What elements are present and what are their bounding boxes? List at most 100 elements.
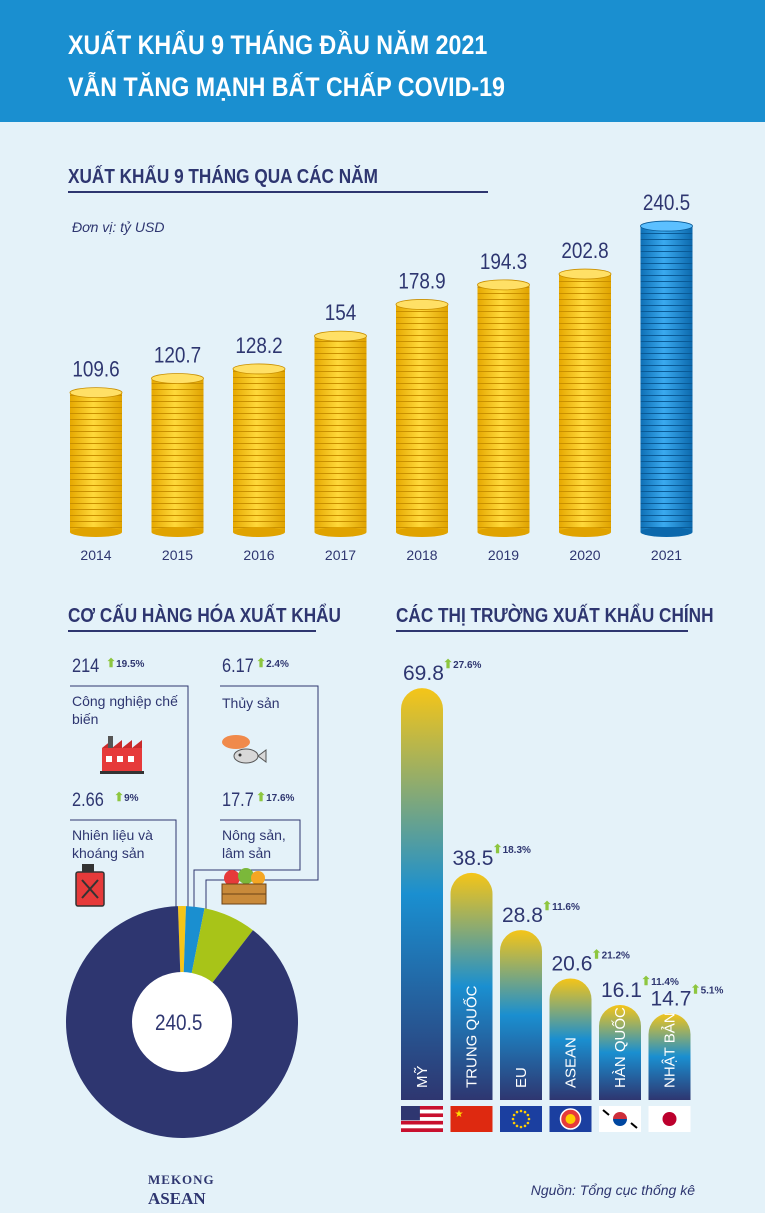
bar-2021 [640,220,693,537]
market-bar: TRUNG QUỐC [450,872,493,1100]
eu-flag-icon [500,1106,542,1132]
bar-category-label: 2020 [569,547,600,563]
section-title-structure: CƠ CẤU HÀNG HÓA XUẤT KHẨU [68,605,341,627]
slice-change-value: 9% [124,793,139,804]
slice-change: ⬆2.4% [256,656,289,670]
bar-category-label: 2019 [488,547,519,563]
donut-leader-lines [70,685,319,912]
donut-center [132,972,232,1072]
svg-text:★: ★ [455,1109,464,1120]
market-bar: ASEAN [549,978,592,1100]
bar-value-label: 120.7 [154,343,201,368]
bar-value-label: 194.3 [480,250,527,275]
logo-line1: MEKONG [148,1172,215,1187]
us-flag-icon [401,1106,443,1132]
market-change-label: ⬆11.4% [641,974,679,988]
market-bar: HÀN QUỐC [599,1005,641,1100]
asean-flag-icon [549,1106,592,1132]
slice-change: ⬆17.6% [256,790,294,804]
bar-value-label: 240.5 [643,191,690,216]
bar-value-label: 128.2 [235,334,282,359]
market-value-label: 69.8 [403,662,444,685]
bar-2014 [69,387,123,537]
market-change-label: ⬆5.1% [691,982,724,996]
up-arrow-icon: ⬆ [256,790,267,804]
market-bar: MỸ [401,688,443,1100]
market-value-label: 20.6 [552,952,593,975]
section-rule-yearly [68,191,488,193]
section-rule-structure [68,630,316,632]
slice-category-processing: Công nghiệp chế biến [72,693,178,727]
bar-category-label: 2021 [651,547,682,563]
slice-category-agri: Nông sản, lâm sản [222,827,286,861]
slice-change-value: 19.5% [116,659,145,670]
bar-2020 [558,268,612,537]
market-value-label: 38.5 [453,847,494,870]
bar-value-label: 109.6 [72,357,119,382]
bar-2019 [477,279,530,537]
unit-label: Đơn vị: tỷ USD [72,219,165,235]
logo-line2: ASEAN [148,1189,206,1208]
market-change-label: ⬆27.6% [443,657,482,671]
donut-slice [177,906,186,1022]
china-flag-icon: ★ [450,1106,493,1132]
korea-flag-icon [599,1106,641,1132]
market-category-label: MỸ [414,1066,431,1089]
donut-total: 240.5 [155,1010,203,1035]
market-bar: EU [500,930,542,1100]
market-value-label: 14.7 [651,987,692,1010]
bar-2017 [314,330,367,537]
bar-2018 [395,299,449,537]
bar-category-label: 2018 [406,547,437,563]
market-value-label: 16.1 [601,979,642,1002]
market-change-label: ⬆21.2% [592,947,631,961]
slice-value: 6.17 [222,656,254,677]
slice-change: ⬆19.5% [106,656,144,670]
slice-category-seafood: Thủy sản [222,695,280,711]
main-title-line2: VẪN TĂNG MẠNH BẤT CHẤP COVID-19 [68,72,505,102]
header-banner: XUẤT KHẨU 9 THÁNG ĐẦU NĂM 2021 VẪN TĂNG … [0,0,765,122]
up-arrow-icon: ⬆ [106,656,117,670]
main-title-line1: XUẤT KHẨU 9 THÁNG ĐẦU NĂM 2021 [68,30,488,60]
slice-value: 214 [72,656,100,677]
slice-change-value: 2.4% [266,659,289,670]
market-change-label: ⬆11.6% [542,899,580,913]
market-category-label: NHẬT BẢN [662,1012,679,1088]
up-arrow-icon: ⬆ [256,656,267,670]
market-value-label: 28.8 [502,904,543,927]
market-category-label: EU [513,1067,530,1088]
slice-label-agri: 17.7 ⬆17.6% [222,790,294,812]
bar-value-label: 202.8 [561,239,608,264]
market-category-label: ASEAN [563,1037,580,1088]
bar-category-label: 2016 [243,547,274,563]
up-arrow-icon: ⬆ [114,790,125,804]
source-note: Nguồn: Tổng cục thống kê [530,1182,695,1198]
section-rule-markets [396,630,688,632]
bar-value-label: 178.9 [398,269,445,294]
slice-value: 17.7 [222,790,254,811]
market-category-label: HÀN QUỐC [611,1007,629,1088]
market-change-label: ⬆18.3% [493,842,532,856]
bar-category-label: 2015 [162,547,193,563]
japan-flag-icon [648,1106,691,1132]
slice-label-processing: 214 ⬆19.5% [72,656,144,678]
section-title-yearly: XUẤT KHẨU 9 THÁNG QUA CÁC NĂM [68,166,378,188]
bar-2016 [232,363,286,537]
mekong-asean-logo: MEKONG ASEAN [148,1170,215,1208]
slice-label-seafood: 6.17 ⬆2.4% [222,656,289,678]
slice-change: ⬆9% [114,790,139,804]
slice-category-fuel: Nhiên liệu và khoáng sản [72,827,153,861]
slice-label-fuel: 2.66 ⬆9% [72,790,139,812]
yearly-export-chart: 109.6 2014 120.7 2015 128.2 2016 154 2017 178.9 2… [69,191,693,563]
bar-category-label: 2017 [325,547,356,563]
market-bar: NHẬT BẢN [648,1012,691,1100]
bar-value-label: 154 [325,301,357,326]
slice-value: 2.66 [72,790,104,811]
slice-change-value: 17.6% [266,793,295,804]
section-title-markets: CÁC THỊ TRƯỜNG XUẤT KHẨU CHÍNH [396,605,714,627]
market-category-label: TRUNG QUỐC [463,985,481,1088]
bar-category-label: 2014 [80,547,111,563]
bar-2015 [151,373,204,537]
